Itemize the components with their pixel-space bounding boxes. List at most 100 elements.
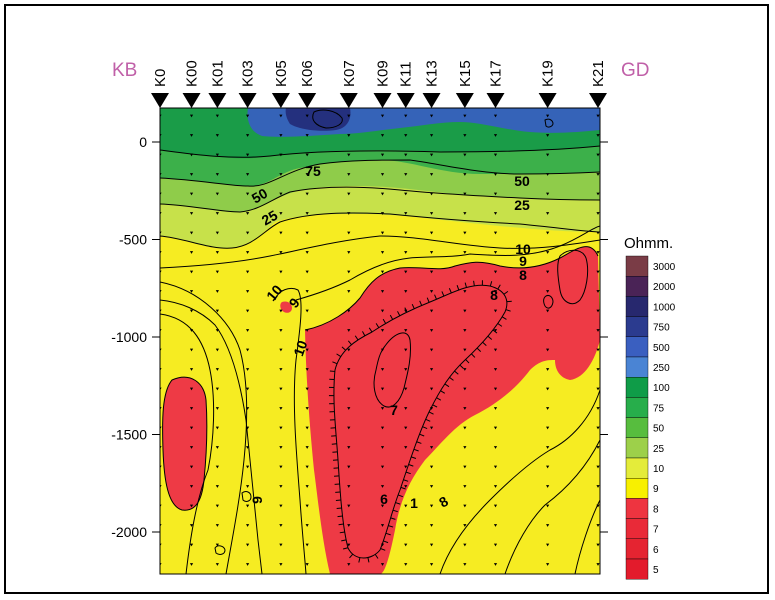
- contour-line: [160, 159, 600, 187]
- legend-label: 25: [653, 444, 665, 455]
- data-point: [380, 407, 385, 410]
- data-point: [404, 446, 408, 449]
- station-label: K13: [424, 60, 441, 87]
- hachure-tick: [471, 353, 476, 358]
- y-tick-label: -1500: [111, 427, 147, 443]
- data-point: [246, 212, 250, 215]
- hachure-tick: [383, 540, 389, 544]
- data-point: [380, 251, 385, 254]
- data-point: [493, 465, 498, 469]
- data-point: [463, 231, 467, 235]
- data-point: [305, 407, 309, 410]
- data-point: [380, 153, 385, 157]
- legend-label: 500: [653, 343, 670, 354]
- station-label: K15: [457, 60, 474, 87]
- data-point: [493, 270, 498, 274]
- data-point: [279, 387, 283, 391]
- right-axis-ticks: [600, 141, 608, 533]
- data-point: [546, 407, 550, 410]
- data-point: [305, 524, 309, 527]
- data-point: [380, 524, 385, 527]
- hachure-tick: [505, 309, 511, 312]
- data-point: [404, 251, 408, 254]
- data-point: [279, 153, 283, 157]
- hachure-tick: [380, 548, 386, 551]
- contour-line: [241, 491, 252, 502]
- data-point: [429, 485, 434, 488]
- data-point: [279, 524, 283, 527]
- end-label-right: GD: [621, 60, 650, 81]
- data-point: [347, 173, 351, 176]
- data-point: [429, 290, 434, 293]
- data-point: [246, 309, 250, 313]
- hachure-tick: [374, 554, 379, 559]
- contour-line: [557, 249, 589, 305]
- data-point: [189, 134, 194, 137]
- hachure-tick: [428, 411, 434, 415]
- data-point: [189, 426, 194, 430]
- hachure-tick: [456, 285, 460, 291]
- data-point: [380, 543, 385, 547]
- hachure-tick: [411, 303, 415, 309]
- station-label: K00: [184, 60, 201, 87]
- data-point: [189, 387, 194, 391]
- data-point: [215, 368, 219, 371]
- legend-swatch: [625, 276, 649, 297]
- data-point: [246, 231, 250, 235]
- hachure-tick: [476, 347, 482, 352]
- data-point: [305, 153, 309, 157]
- hachure-tick: [411, 456, 417, 459]
- data-point: [347, 231, 351, 235]
- legend-swatch: [625, 437, 649, 459]
- data-point: [429, 329, 434, 332]
- data-point: [596, 251, 600, 254]
- data-point: [246, 563, 250, 566]
- contour-line: [373, 332, 411, 408]
- data-point: [215, 114, 219, 118]
- hachure-tick: [341, 346, 346, 351]
- legend-label: 750: [653, 323, 670, 334]
- data-point: [380, 270, 385, 274]
- legend-label: 9: [653, 484, 659, 495]
- legend-swatch: [625, 478, 649, 499]
- data-point: [429, 387, 434, 391]
- data-point: [347, 446, 351, 449]
- data-point: [189, 270, 194, 274]
- hachure-tick: [465, 359, 470, 364]
- hachure-tick: [419, 433, 425, 437]
- data-point: [305, 348, 309, 352]
- data-point: [404, 192, 408, 196]
- data-point: [596, 153, 600, 157]
- y-tick-label: -500: [119, 232, 147, 248]
- data-point: [493, 134, 498, 137]
- data-point: [380, 465, 385, 469]
- station-markers: K0 K00 K01 K03 K05 K06 K07 K09 K11 K13 K15 K17 K19 K2…: [151, 60, 607, 108]
- data-point: [347, 290, 351, 293]
- data-point: [305, 309, 309, 313]
- data-point: [215, 231, 219, 235]
- contour-label: 9: [519, 253, 527, 269]
- contour-label: 10: [290, 338, 310, 358]
- data-point: [429, 153, 434, 157]
- data-point: [189, 465, 194, 469]
- y-tick-label: -2000: [111, 524, 147, 540]
- data-point: [463, 465, 467, 469]
- data-point: [279, 348, 283, 352]
- data-point: [246, 114, 250, 118]
- hachure-tick: [339, 531, 345, 534]
- hachure-tick: [422, 426, 428, 430]
- contour-lines: [160, 109, 600, 574]
- data-point: [596, 290, 600, 293]
- contour-label: 8: [490, 287, 498, 303]
- data-point: [493, 348, 498, 352]
- data-point: [546, 251, 550, 254]
- hachure-tick: [459, 364, 464, 369]
- data-point: [463, 290, 467, 293]
- data-point: [404, 212, 408, 215]
- data-point: [596, 387, 600, 391]
- data-point: [305, 231, 309, 235]
- data-point: [493, 192, 498, 196]
- data-point: [279, 329, 283, 332]
- legend-label: 6: [653, 545, 659, 556]
